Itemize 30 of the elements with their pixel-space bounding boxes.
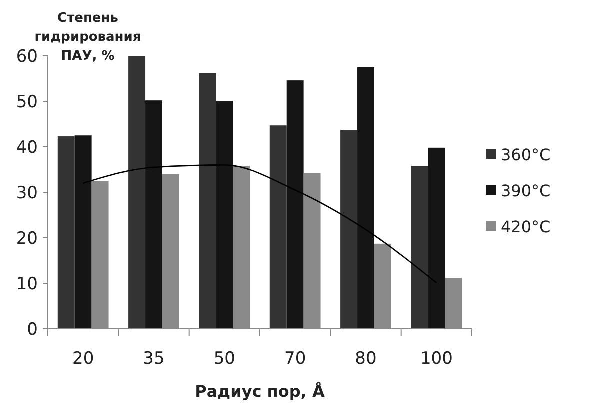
x-tick-label: 35 (143, 349, 165, 369)
y-tick-label: 50 (16, 92, 38, 112)
x-tick-label: 100 (420, 349, 453, 369)
bar (340, 130, 358, 329)
bar (411, 166, 428, 329)
x-axis-title: Радиус пор, Å (195, 382, 326, 401)
x-tick-label: 70 (284, 349, 306, 369)
bar (199, 73, 216, 329)
legend-label: 420°C (501, 218, 551, 237)
x-tick-label: 20 (72, 349, 94, 369)
bar (58, 136, 75, 329)
y-tick-label: 40 (16, 138, 38, 158)
bar (428, 148, 446, 329)
x-tick-label: 50 (214, 349, 236, 369)
legend-label: 360°C (501, 146, 551, 165)
bar (74, 136, 92, 329)
bar (358, 67, 374, 329)
legend-label: 390°C (501, 182, 551, 201)
x-tick-label: 80 (355, 349, 377, 369)
y-tick-label: 60 (16, 46, 38, 67)
bar (270, 126, 287, 329)
line-series (82, 164, 438, 284)
y-tick-label: 0 (27, 320, 38, 340)
y-tick-label: 10 (16, 274, 38, 294)
bar (146, 100, 162, 329)
y-tick-label: 30 (16, 183, 38, 204)
bar (128, 56, 146, 329)
y-tick-label: 20 (16, 228, 38, 249)
bar (216, 101, 234, 329)
bar (286, 80, 304, 329)
